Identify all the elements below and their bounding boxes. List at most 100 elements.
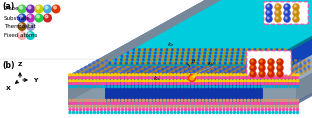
- Circle shape: [296, 72, 298, 74]
- Circle shape: [279, 103, 281, 105]
- Circle shape: [202, 112, 204, 114]
- Circle shape: [83, 108, 85, 110]
- Circle shape: [209, 59, 210, 61]
- Circle shape: [251, 72, 253, 74]
- Circle shape: [177, 80, 180, 82]
- Circle shape: [195, 103, 197, 105]
- Circle shape: [274, 66, 276, 68]
- Circle shape: [79, 83, 82, 85]
- Circle shape: [252, 62, 254, 64]
- Circle shape: [279, 71, 281, 73]
- Circle shape: [275, 79, 277, 81]
- Circle shape: [242, 62, 244, 64]
- Circle shape: [138, 68, 140, 70]
- Circle shape: [271, 73, 273, 75]
- Circle shape: [184, 103, 187, 105]
- Circle shape: [244, 77, 246, 79]
- Polygon shape: [68, 82, 105, 102]
- Circle shape: [223, 105, 225, 107]
- Circle shape: [160, 52, 162, 54]
- Circle shape: [254, 81, 256, 83]
- Circle shape: [151, 66, 153, 68]
- Circle shape: [211, 62, 212, 64]
- Circle shape: [255, 103, 256, 105]
- Circle shape: [97, 70, 100, 72]
- Circle shape: [178, 74, 180, 76]
- Circle shape: [172, 68, 174, 70]
- Circle shape: [227, 81, 229, 83]
- Circle shape: [164, 72, 166, 74]
- Circle shape: [258, 73, 260, 75]
- Circle shape: [78, 81, 80, 83]
- Circle shape: [214, 62, 215, 64]
- Circle shape: [174, 79, 176, 81]
- Circle shape: [169, 68, 171, 70]
- Circle shape: [256, 68, 257, 70]
- Circle shape: [272, 112, 274, 114]
- Circle shape: [283, 74, 285, 76]
- Circle shape: [273, 49, 275, 51]
- Circle shape: [150, 70, 152, 72]
- Circle shape: [230, 83, 232, 85]
- Circle shape: [150, 64, 152, 66]
- Circle shape: [198, 80, 201, 82]
- Circle shape: [244, 74, 246, 76]
- Circle shape: [120, 74, 122, 76]
- Circle shape: [218, 71, 220, 73]
- Circle shape: [251, 80, 253, 82]
- Circle shape: [251, 112, 253, 114]
- Circle shape: [207, 70, 209, 72]
- Circle shape: [268, 77, 271, 79]
- Circle shape: [258, 83, 260, 85]
- Circle shape: [275, 68, 276, 70]
- Circle shape: [126, 59, 128, 61]
- Circle shape: [256, 62, 257, 64]
- Circle shape: [81, 68, 83, 70]
- Circle shape: [230, 66, 232, 68]
- Circle shape: [192, 75, 194, 77]
- Circle shape: [156, 105, 158, 108]
- Circle shape: [262, 52, 264, 54]
- Circle shape: [252, 68, 254, 70]
- Circle shape: [268, 99, 271, 102]
- Circle shape: [128, 80, 131, 82]
- Circle shape: [202, 86, 204, 88]
- Circle shape: [228, 55, 230, 57]
- Circle shape: [136, 66, 138, 68]
- Circle shape: [153, 80, 155, 82]
- Circle shape: [262, 77, 264, 79]
- Circle shape: [191, 68, 193, 70]
- Circle shape: [243, 66, 245, 68]
- Circle shape: [203, 64, 205, 66]
- Circle shape: [282, 86, 285, 88]
- Circle shape: [151, 55, 153, 57]
- Circle shape: [76, 83, 78, 85]
- Circle shape: [132, 105, 134, 107]
- Circle shape: [260, 60, 262, 62]
- Circle shape: [250, 71, 256, 77]
- Circle shape: [148, 79, 150, 81]
- Circle shape: [260, 72, 262, 74]
- Circle shape: [290, 83, 292, 85]
- Circle shape: [246, 60, 248, 62]
- Circle shape: [72, 99, 75, 102]
- Circle shape: [115, 72, 118, 74]
- Circle shape: [202, 80, 204, 82]
- Polygon shape: [68, 0, 312, 76]
- Circle shape: [171, 66, 173, 68]
- Circle shape: [111, 112, 113, 114]
- Circle shape: [97, 83, 99, 85]
- Circle shape: [283, 68, 285, 70]
- Circle shape: [287, 70, 289, 72]
- Circle shape: [76, 77, 78, 79]
- Circle shape: [143, 105, 144, 107]
- Circle shape: [273, 60, 275, 62]
- Circle shape: [247, 64, 249, 66]
- Circle shape: [230, 77, 232, 79]
- Circle shape: [96, 66, 99, 68]
- Circle shape: [296, 83, 299, 85]
- Circle shape: [105, 60, 107, 62]
- Circle shape: [69, 77, 71, 79]
- Circle shape: [282, 62, 284, 64]
- Circle shape: [184, 83, 187, 85]
